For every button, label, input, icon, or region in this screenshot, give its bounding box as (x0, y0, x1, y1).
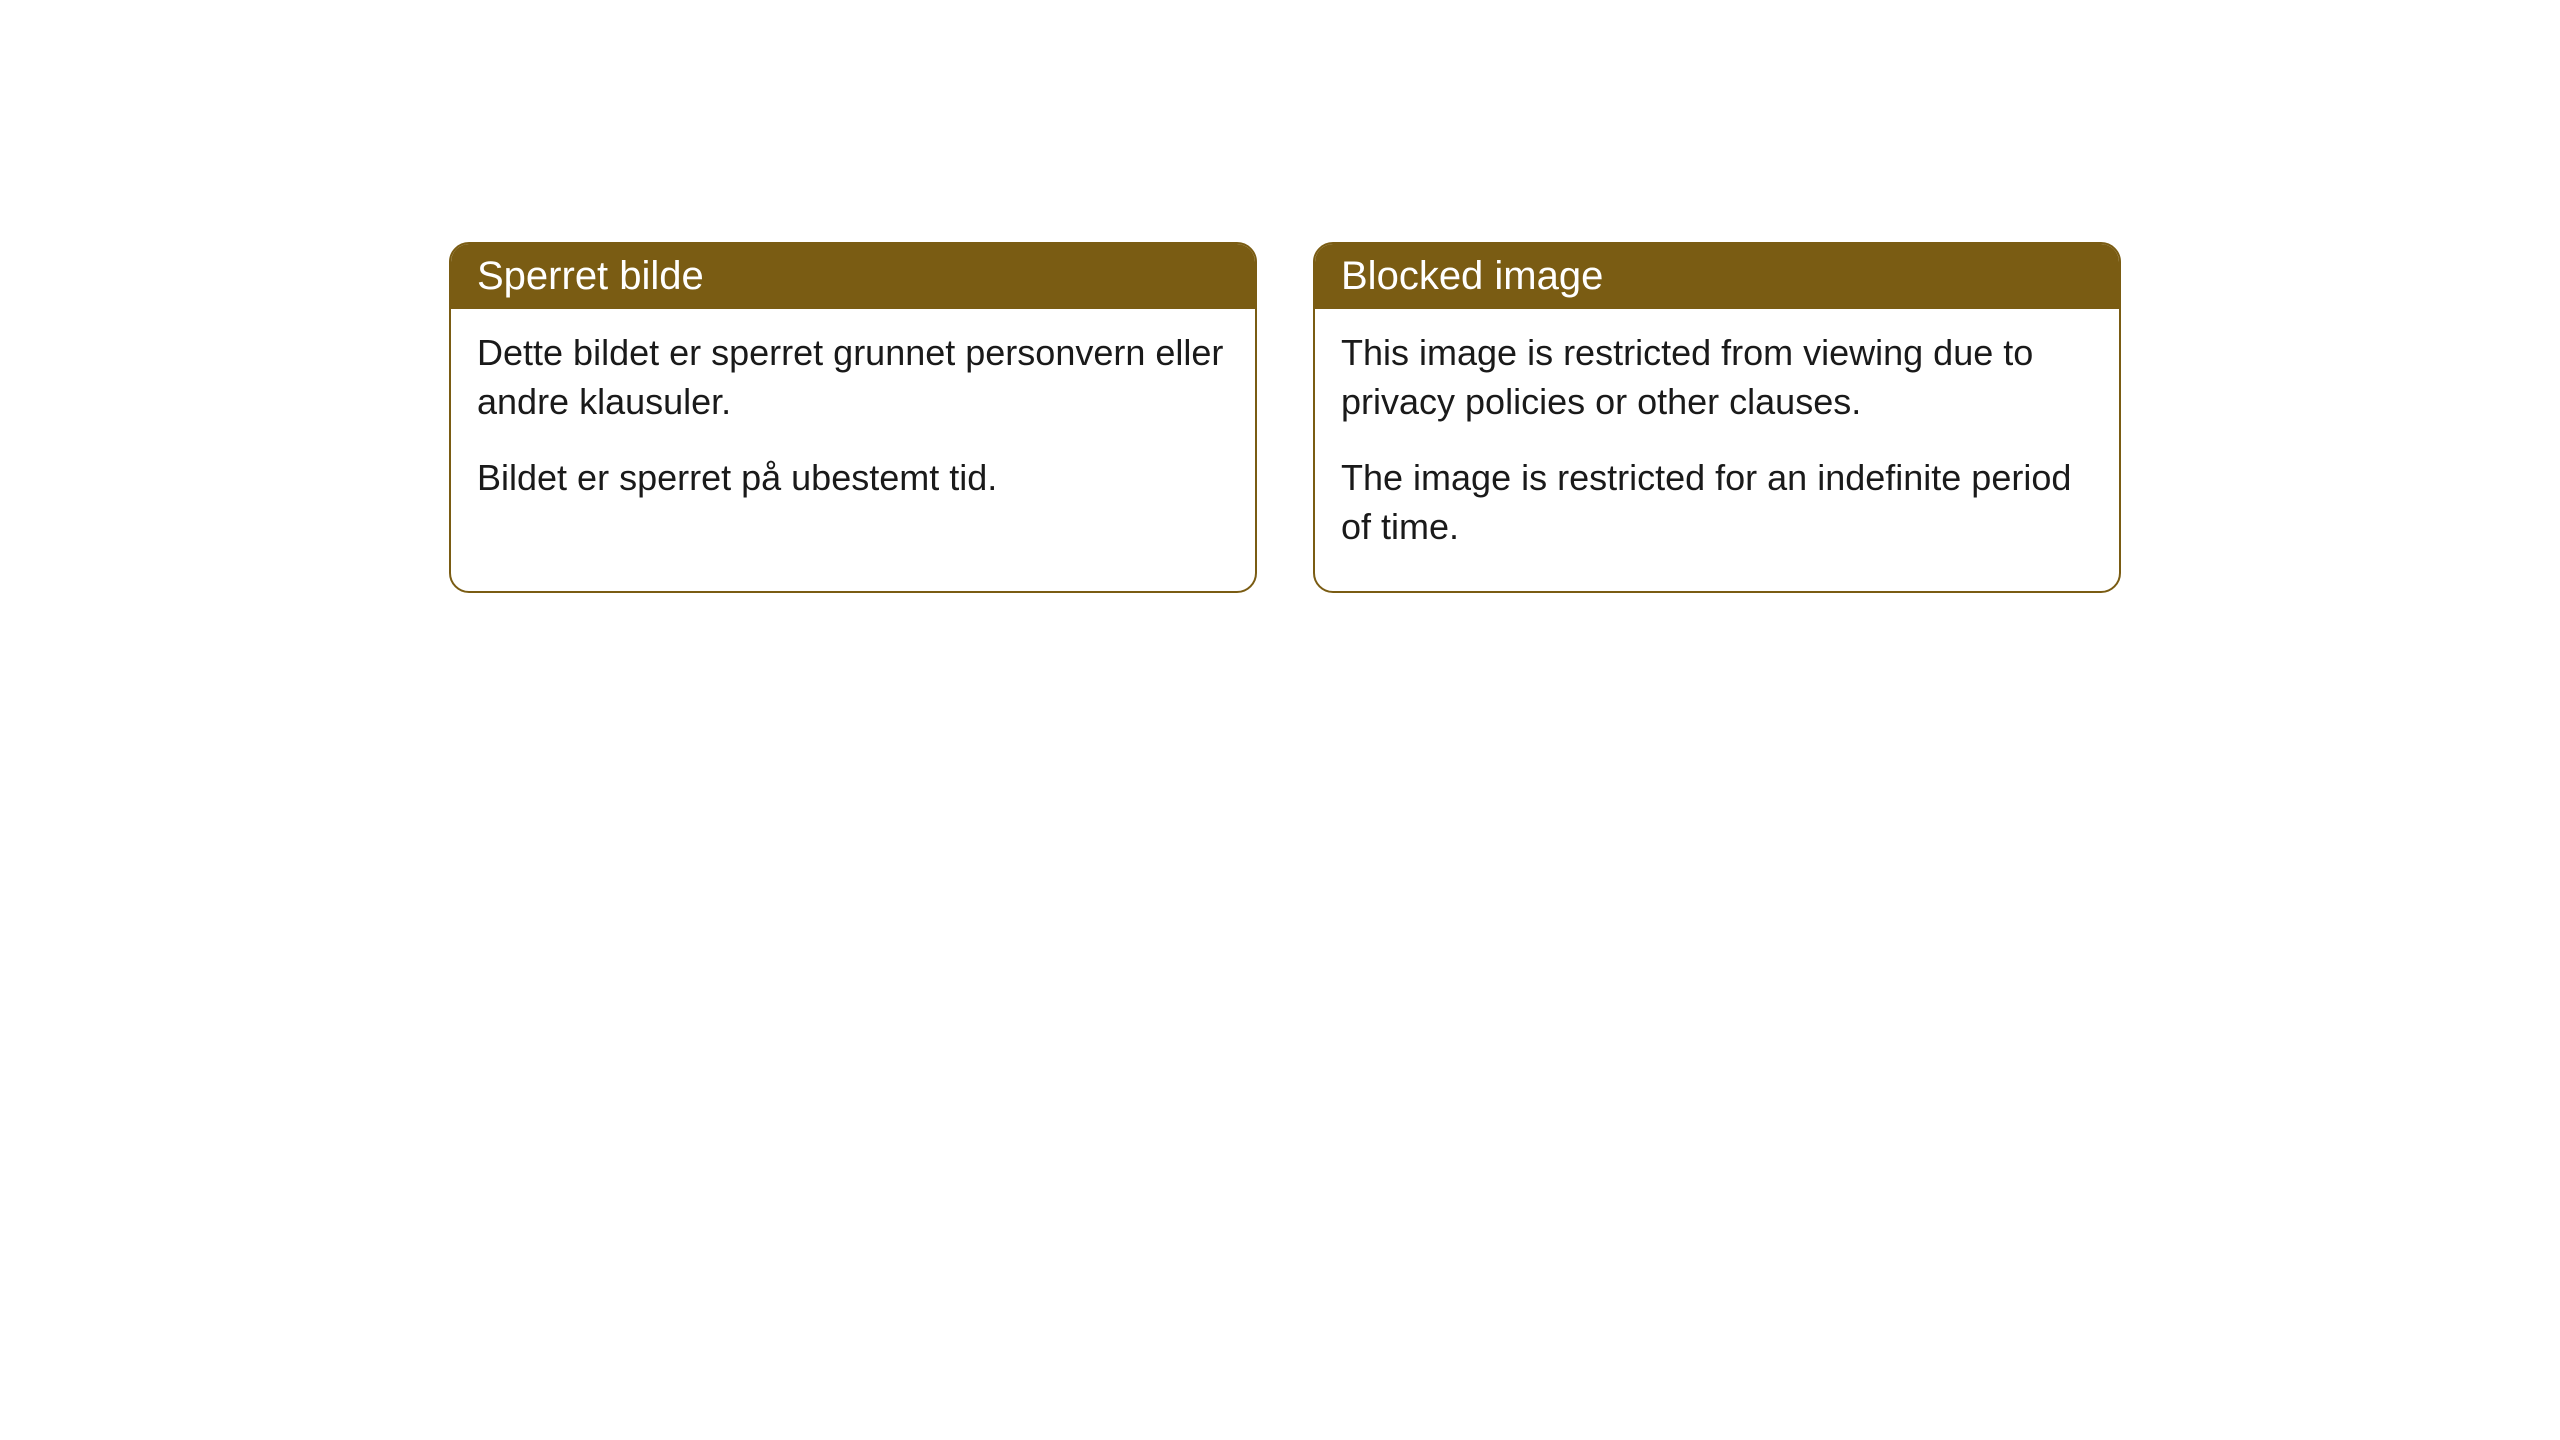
card-title: Sperret bilde (477, 254, 704, 298)
card-body: This image is restricted from viewing du… (1315, 309, 2119, 591)
card-header: Sperret bilde (451, 244, 1255, 309)
card-title: Blocked image (1341, 254, 1603, 298)
card-paragraph: Dette bildet er sperret grunnet personve… (477, 329, 1229, 426)
card-paragraph: This image is restricted from viewing du… (1341, 329, 2093, 426)
card-header: Blocked image (1315, 244, 2119, 309)
blocked-image-card-norwegian: Sperret bilde Dette bildet er sperret gr… (449, 242, 1257, 593)
card-body: Dette bildet er sperret grunnet personve… (451, 309, 1255, 543)
card-paragraph: Bildet er sperret på ubestemt tid. (477, 454, 1229, 503)
blocked-image-card-english: Blocked image This image is restricted f… (1313, 242, 2121, 593)
notice-cards-container: Sperret bilde Dette bildet er sperret gr… (449, 242, 2121, 593)
card-paragraph: The image is restricted for an indefinit… (1341, 454, 2093, 551)
